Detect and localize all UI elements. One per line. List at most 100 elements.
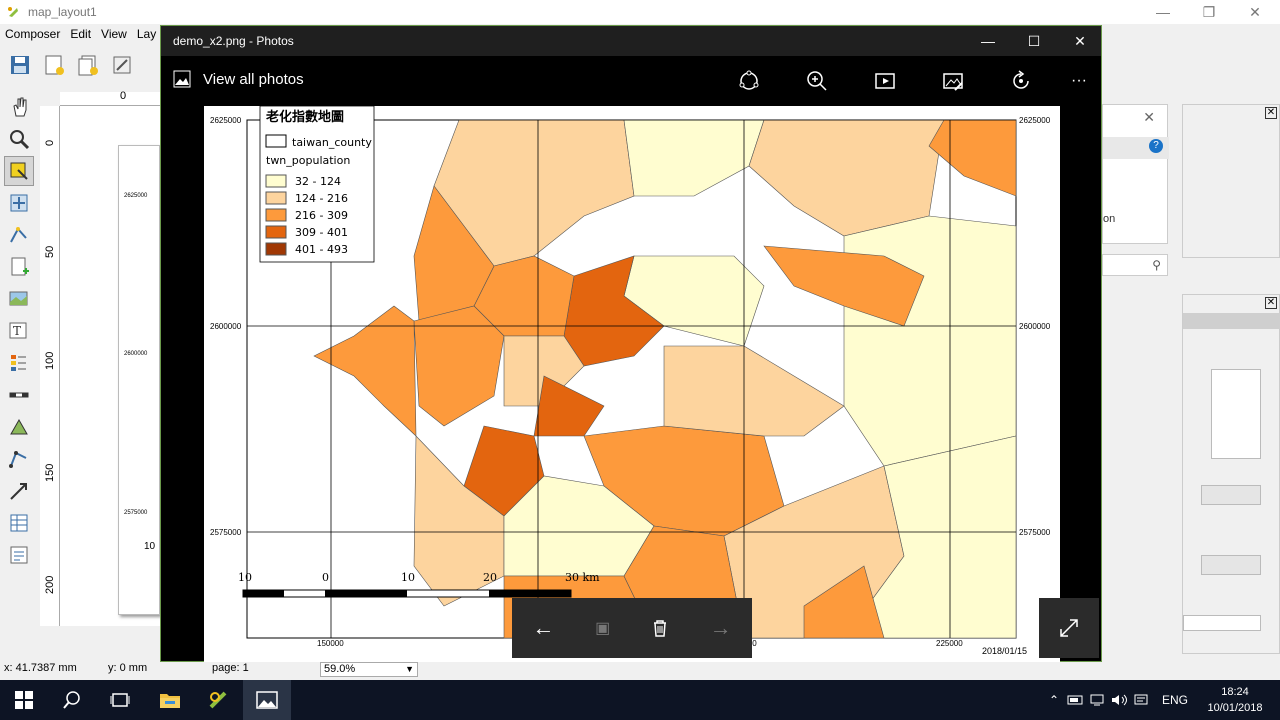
qgis-restore-button[interactable]: ❐ (1202, 3, 1216, 20)
horizontal-ruler: 0 (60, 90, 160, 106)
vertical-ruler: 0 50 100 150 200 (40, 106, 60, 626)
set-as-icon: ▣ (595, 620, 611, 637)
battery-icon[interactable] (1064, 693, 1086, 707)
select-move-item-icon[interactable] (4, 156, 34, 186)
menu-layout[interactable]: Lay (136, 27, 157, 41)
add-map-icon[interactable] (4, 284, 34, 314)
legend-class-label: 124 - 216 (295, 192, 348, 205)
zoom-icon[interactable] (4, 124, 34, 154)
legend-class-label: 401 - 493 (295, 243, 348, 256)
close-icon[interactable]: ✕ (1143, 109, 1155, 125)
x-axis-label: 150000 (317, 639, 344, 648)
photos-minimize-button[interactable]: — (981, 33, 995, 49)
clock-time: 18:24 (1221, 686, 1249, 698)
add-node-item-icon[interactable] (4, 444, 34, 474)
scale-label: 0 (322, 571, 329, 584)
delete-icon[interactable] (651, 618, 669, 638)
add-scalebar-icon[interactable] (4, 380, 34, 410)
status-page: page: 1 (212, 662, 249, 674)
qgis-menubar: Composer Edit View Lay (0, 24, 160, 44)
photo-navigation-bar: ← ▣ → (512, 598, 752, 658)
add-shape-icon[interactable] (4, 412, 34, 442)
full-screen-button[interactable] (1039, 598, 1099, 658)
zoom-select[interactable]: 59.0% ▼ (320, 662, 418, 677)
duplicate-composer-icon[interactable] (74, 51, 102, 79)
expand-icon (1060, 619, 1078, 637)
edit-create-icon[interactable] (940, 68, 966, 94)
photos-maximize-button[interactable]: ☐ (1027, 32, 1041, 49)
qgis-titlebar: map_layout1 — ❐ ✕ (0, 0, 1280, 24)
add-html-frame-icon[interactable] (4, 540, 34, 570)
close-icon[interactable]: ✕ (1265, 297, 1277, 309)
file-explorer-button[interactable] (146, 680, 194, 720)
task-view-button[interactable] (96, 680, 144, 720)
legend-class-label: 32 - 124 (295, 175, 341, 188)
paper-mark: 2600000 (124, 351, 148, 357)
menu-view[interactable]: View (101, 27, 127, 41)
pan-icon[interactable] (4, 92, 34, 122)
show-hidden-icons-icon[interactable]: ⌃ (1048, 693, 1060, 707)
qgis-close-button[interactable]: ✕ (1249, 3, 1261, 20)
slideshow-icon[interactable] (872, 68, 898, 94)
input-language[interactable]: ENG (1162, 693, 1189, 707)
search-field[interactable]: ⚲ (1102, 254, 1168, 276)
legend-swatch (265, 208, 287, 222)
legend-class-label: 216 - 309 (295, 209, 348, 222)
view-all-photos-button[interactable]: View all photos (173, 70, 304, 88)
panel-field[interactable] (1183, 615, 1261, 631)
previous-arrow-icon[interactable]: ← (532, 615, 555, 640)
composer-page[interactable]: 2625000 2600000 2575000 10 (118, 145, 160, 615)
photo-view[interactable]: 2625000 2600000 2575000 2625000 2600000 … (204, 106, 1060, 662)
qgis-toolbar (0, 46, 160, 84)
photos-window: demo_x2.png - Photos — ☐ ✕ (160, 25, 1102, 662)
composer-manager-icon[interactable] (108, 51, 136, 79)
save-icon[interactable] (6, 51, 34, 79)
menu-composer[interactable]: Composer (5, 27, 61, 41)
more-options-icon[interactable]: ··· (1071, 72, 1087, 89)
clock[interactable]: 18:24 10/01/2018 (1200, 684, 1270, 716)
taskbar: ⌃ ENG 18:24 10/01/2018 (0, 680, 1280, 720)
zoom-in-icon[interactable] (804, 68, 830, 94)
status-y-coord: y: 0 mm (108, 662, 148, 674)
composer-toolbox: T (0, 90, 40, 610)
qgis-app-icon (8, 7, 18, 17)
qgis-minimize-button[interactable]: — (1156, 4, 1170, 20)
photos-icon (256, 691, 278, 709)
photos-close-button[interactable]: ✕ (1074, 32, 1086, 49)
status-x-coord: x: 41.7387 mm (4, 662, 77, 674)
qgis-taskbar-button[interactable] (194, 680, 242, 720)
scale-label: 10 (401, 571, 415, 584)
add-legend-icon[interactable] (4, 348, 34, 378)
panel-button[interactable] (1201, 555, 1261, 575)
move-content-icon[interactable] (4, 188, 34, 218)
search-button[interactable] (48, 680, 96, 720)
status-bar: x: 41.7387 mm y: 0 mm page: 1 59.0% ▼ (0, 660, 1280, 680)
y-axis-label-right: 2600000 (1019, 322, 1051, 331)
close-icon[interactable]: ✕ (1265, 107, 1277, 119)
add-attribute-table-icon[interactable] (4, 508, 34, 538)
y-axis-label-left: 2575000 (210, 528, 242, 537)
panel-button[interactable] (1201, 485, 1261, 505)
qgis-icon (209, 691, 227, 709)
add-label-icon[interactable]: T (4, 316, 34, 346)
action-center-icon[interactable] (1130, 693, 1152, 707)
share-icon[interactable] (736, 68, 762, 94)
start-button[interactable] (0, 680, 48, 720)
menu-edit[interactable]: Edit (70, 27, 92, 41)
next-arrow-icon: → (709, 615, 732, 640)
dock-panel-top: ✕ (1182, 104, 1280, 258)
panel-tab-strip (1183, 313, 1280, 329)
volume-icon[interactable] (1108, 693, 1130, 707)
edit-nodes-icon[interactable] (4, 220, 34, 250)
zoom-value: 59.0% (324, 663, 356, 675)
search-icon (63, 691, 80, 709)
network-icon[interactable] (1086, 693, 1108, 707)
add-page-icon[interactable] (4, 252, 34, 282)
new-composer-icon[interactable] (40, 51, 68, 79)
photos-taskbar-button[interactable] (243, 680, 291, 720)
add-arrow-icon[interactable] (4, 476, 34, 506)
help-icon[interactable]: ? (1149, 139, 1163, 153)
map-legend: 老化指數地圖 taiwan_county twn_population 32 -… (259, 106, 375, 263)
rotate-icon[interactable] (1008, 68, 1034, 94)
legend-title: 老化指數地圖 (265, 109, 344, 125)
